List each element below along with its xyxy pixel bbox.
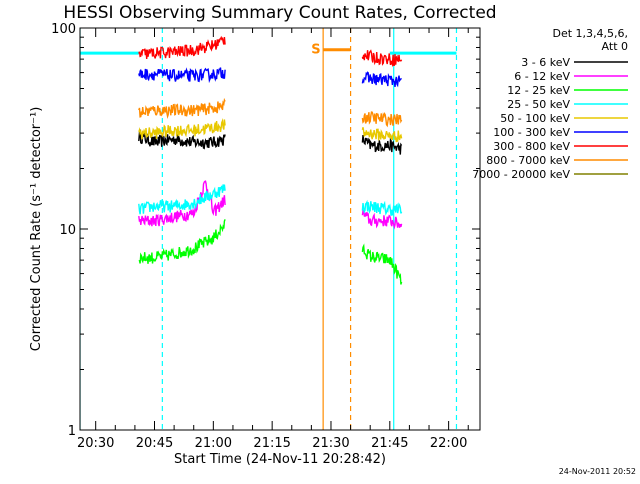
series-line [361,199,403,216]
timestamp: 24-Nov-2011 20:52 [559,467,636,476]
series-line [138,97,226,119]
x-tick-label: 21:45 [371,436,408,451]
annotation-label: S [311,43,320,58]
x-tick-label: 22:00 [430,436,467,451]
series-line [361,127,403,143]
series-line [138,129,226,150]
series-line [138,184,226,215]
legend-title: Att 0 [602,40,628,53]
legend-entry-label: 300 - 800 keV [493,140,570,153]
series-line [361,111,403,128]
series-line [138,67,226,84]
x-tick-label: 21:30 [312,436,349,451]
x-tick-label: 20:45 [136,436,173,451]
series-line [361,49,403,68]
legend-entry-label: 100 - 300 keV [493,126,570,139]
series-line [138,219,226,264]
legend-title: Det 1,3,4,5,6, [552,27,628,40]
series-line [138,180,226,227]
plot-area [80,28,458,430]
x-axis-label: Start Time (24-Nov-11 20:28:42) [174,452,386,467]
series-line [361,135,403,155]
legend-entry-label: 3 - 6 keV [521,56,570,69]
series-line [138,118,226,140]
series-line [361,71,402,88]
legend-entry-label: 6 - 12 keV [514,70,570,83]
legend-entry-label: 50 - 100 keV [500,112,570,125]
y-axis-label: Corrected Count Rate (s⁻¹ detector⁻¹) [29,107,44,352]
legend-entry-label: 25 - 50 keV [507,98,570,111]
legend-entry-label: 800 - 7000 keV [486,154,570,167]
x-tick-label: 21:00 [195,436,232,451]
series-line [138,35,226,60]
plot-frame [79,27,481,431]
y-tick-label: 10 [59,223,76,238]
legend-entry-label: 7000 - 20000 keV [472,168,570,181]
x-tick-label: 21:15 [253,436,290,451]
y-tick-label: 100 [51,22,76,37]
legend-entry-label: 12 - 25 keV [507,84,570,97]
y-tick-label: 1 [68,424,76,439]
chart-title: HESSI Observing Summary Count Rates, Cor… [63,3,496,23]
series-line [361,209,403,230]
x-tick-label: 20:30 [77,436,114,451]
series-line [361,243,403,285]
